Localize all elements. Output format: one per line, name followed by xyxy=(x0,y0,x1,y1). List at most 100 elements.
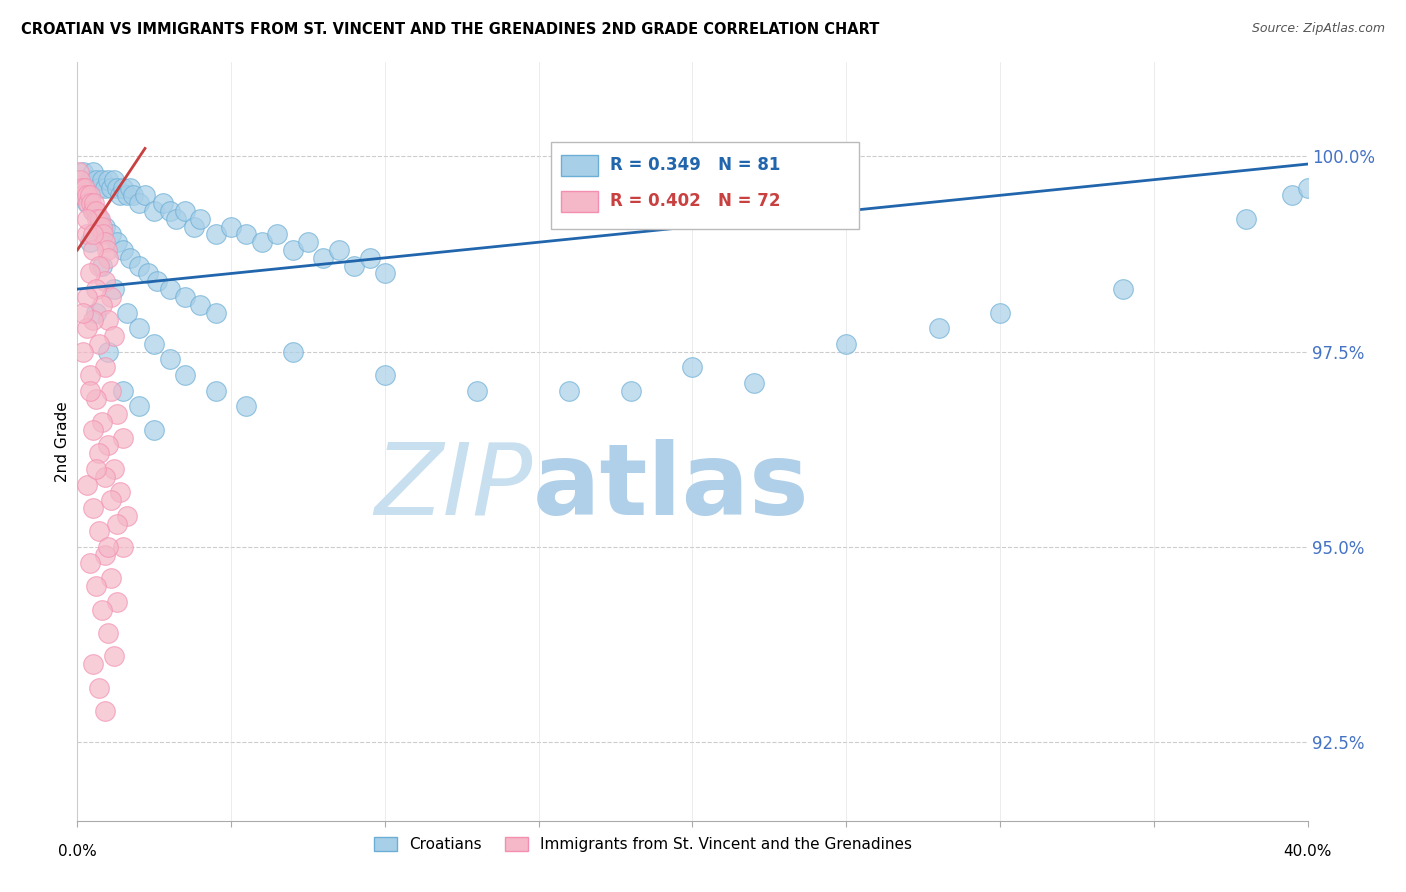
Point xyxy=(97,626,120,640)
Point xyxy=(84,579,107,593)
Point xyxy=(188,211,212,226)
Point xyxy=(100,571,122,585)
Point xyxy=(266,227,288,242)
Point xyxy=(103,282,125,296)
Point xyxy=(79,368,101,383)
Point xyxy=(118,251,141,265)
Point xyxy=(103,329,125,343)
Point xyxy=(204,305,226,319)
Point xyxy=(72,165,94,179)
Point xyxy=(328,243,350,257)
Point xyxy=(159,352,181,367)
Point xyxy=(235,227,257,242)
Point xyxy=(84,392,107,406)
Point xyxy=(103,649,125,664)
Point xyxy=(235,400,257,414)
Point xyxy=(97,251,120,265)
Point xyxy=(90,259,114,273)
Point xyxy=(82,657,104,672)
Point xyxy=(146,274,169,288)
Point xyxy=(87,211,110,226)
Point xyxy=(128,259,150,273)
Point xyxy=(121,188,143,202)
Point xyxy=(79,235,101,250)
Point xyxy=(72,188,94,202)
Point xyxy=(76,321,98,335)
Point xyxy=(103,462,125,476)
Point xyxy=(97,344,120,359)
Point xyxy=(87,524,110,539)
Point xyxy=(112,180,135,194)
Point xyxy=(110,485,132,500)
Point xyxy=(84,172,107,186)
Point xyxy=(84,203,107,218)
Point xyxy=(159,282,181,296)
Point xyxy=(94,274,117,288)
Point xyxy=(90,602,114,616)
Point xyxy=(143,203,166,218)
Point xyxy=(297,235,319,250)
Point xyxy=(82,203,104,218)
Point xyxy=(115,508,138,523)
Point xyxy=(105,407,128,421)
Point xyxy=(128,400,150,414)
Text: 40.0%: 40.0% xyxy=(1284,844,1331,859)
Point xyxy=(250,235,273,250)
Point xyxy=(159,203,181,218)
Point xyxy=(84,462,107,476)
Point xyxy=(69,172,91,186)
Point xyxy=(87,219,110,234)
Point xyxy=(89,211,111,226)
Point xyxy=(90,298,114,312)
Point xyxy=(97,540,120,554)
Point xyxy=(105,235,128,250)
Point xyxy=(94,180,117,194)
Point xyxy=(94,469,117,483)
Point xyxy=(79,267,101,281)
Point xyxy=(1234,211,1257,226)
Text: atlas: atlas xyxy=(533,439,808,535)
Point xyxy=(82,227,104,242)
Point xyxy=(87,180,110,194)
Point xyxy=(87,681,110,695)
Point xyxy=(87,336,110,351)
Point xyxy=(359,251,381,265)
Point xyxy=(742,376,765,390)
Point xyxy=(100,227,122,242)
Point xyxy=(134,188,156,202)
Point xyxy=(112,540,135,554)
Point xyxy=(105,595,128,609)
Point xyxy=(82,203,104,218)
Point xyxy=(76,290,98,304)
Point xyxy=(82,165,104,179)
Point xyxy=(174,203,197,218)
Point xyxy=(136,267,159,281)
Point xyxy=(87,446,110,460)
Text: R = 0.402   N = 72: R = 0.402 N = 72 xyxy=(610,192,780,211)
Point xyxy=(100,384,122,398)
Point xyxy=(1296,180,1319,194)
Point xyxy=(115,305,138,319)
Point xyxy=(84,282,107,296)
Point xyxy=(143,336,166,351)
Point xyxy=(112,243,135,257)
Point xyxy=(70,180,93,194)
Point xyxy=(988,305,1011,319)
Point xyxy=(86,211,108,226)
Text: 0.0%: 0.0% xyxy=(58,844,97,859)
Point xyxy=(558,384,581,398)
Point xyxy=(1281,188,1303,202)
Point xyxy=(112,431,135,445)
Point xyxy=(174,368,197,383)
Point xyxy=(79,188,101,202)
Point xyxy=(312,251,335,265)
Legend: Croatians, Immigrants from St. Vincent and the Grenadines: Croatians, Immigrants from St. Vincent a… xyxy=(368,831,918,858)
Point xyxy=(90,219,114,234)
Point xyxy=(174,290,197,304)
Point xyxy=(67,165,90,179)
Point xyxy=(928,321,950,335)
Point xyxy=(105,180,128,194)
Point xyxy=(204,384,226,398)
Point xyxy=(682,360,704,375)
Point xyxy=(96,243,118,257)
